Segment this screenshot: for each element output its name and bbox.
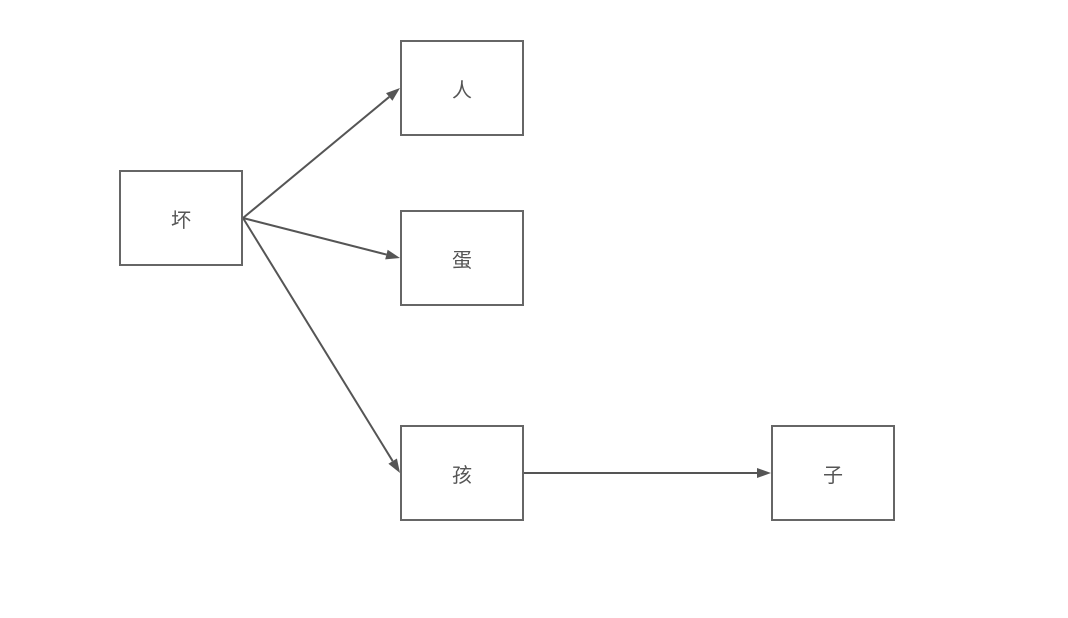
node-huai: 坏 bbox=[119, 170, 243, 266]
arrowhead-huai-ren bbox=[386, 88, 400, 101]
diagram-canvas: 坏 人蛋孩 子 bbox=[0, 0, 1068, 618]
node-ren: 人 bbox=[400, 40, 524, 136]
node-label: 蛋 bbox=[452, 244, 472, 273]
node-label: 人 bbox=[452, 74, 472, 103]
node-dan: 蛋 bbox=[400, 210, 524, 306]
edge-huai-hai bbox=[243, 218, 393, 461]
edges-layer bbox=[0, 0, 1068, 618]
node-hai: 孩 bbox=[400, 425, 524, 521]
arrowhead-huai-dan bbox=[385, 250, 400, 260]
node-label: 坏 bbox=[171, 204, 191, 233]
arrowhead-hai-zi bbox=[757, 468, 771, 478]
node-label: 子 bbox=[823, 459, 843, 488]
node-label: 孩 bbox=[452, 459, 472, 488]
node-zi: 子 bbox=[771, 425, 895, 521]
edge-huai-ren bbox=[243, 97, 389, 218]
arrowhead-huai-hai bbox=[388, 458, 400, 473]
edge-huai-dan bbox=[243, 218, 386, 255]
